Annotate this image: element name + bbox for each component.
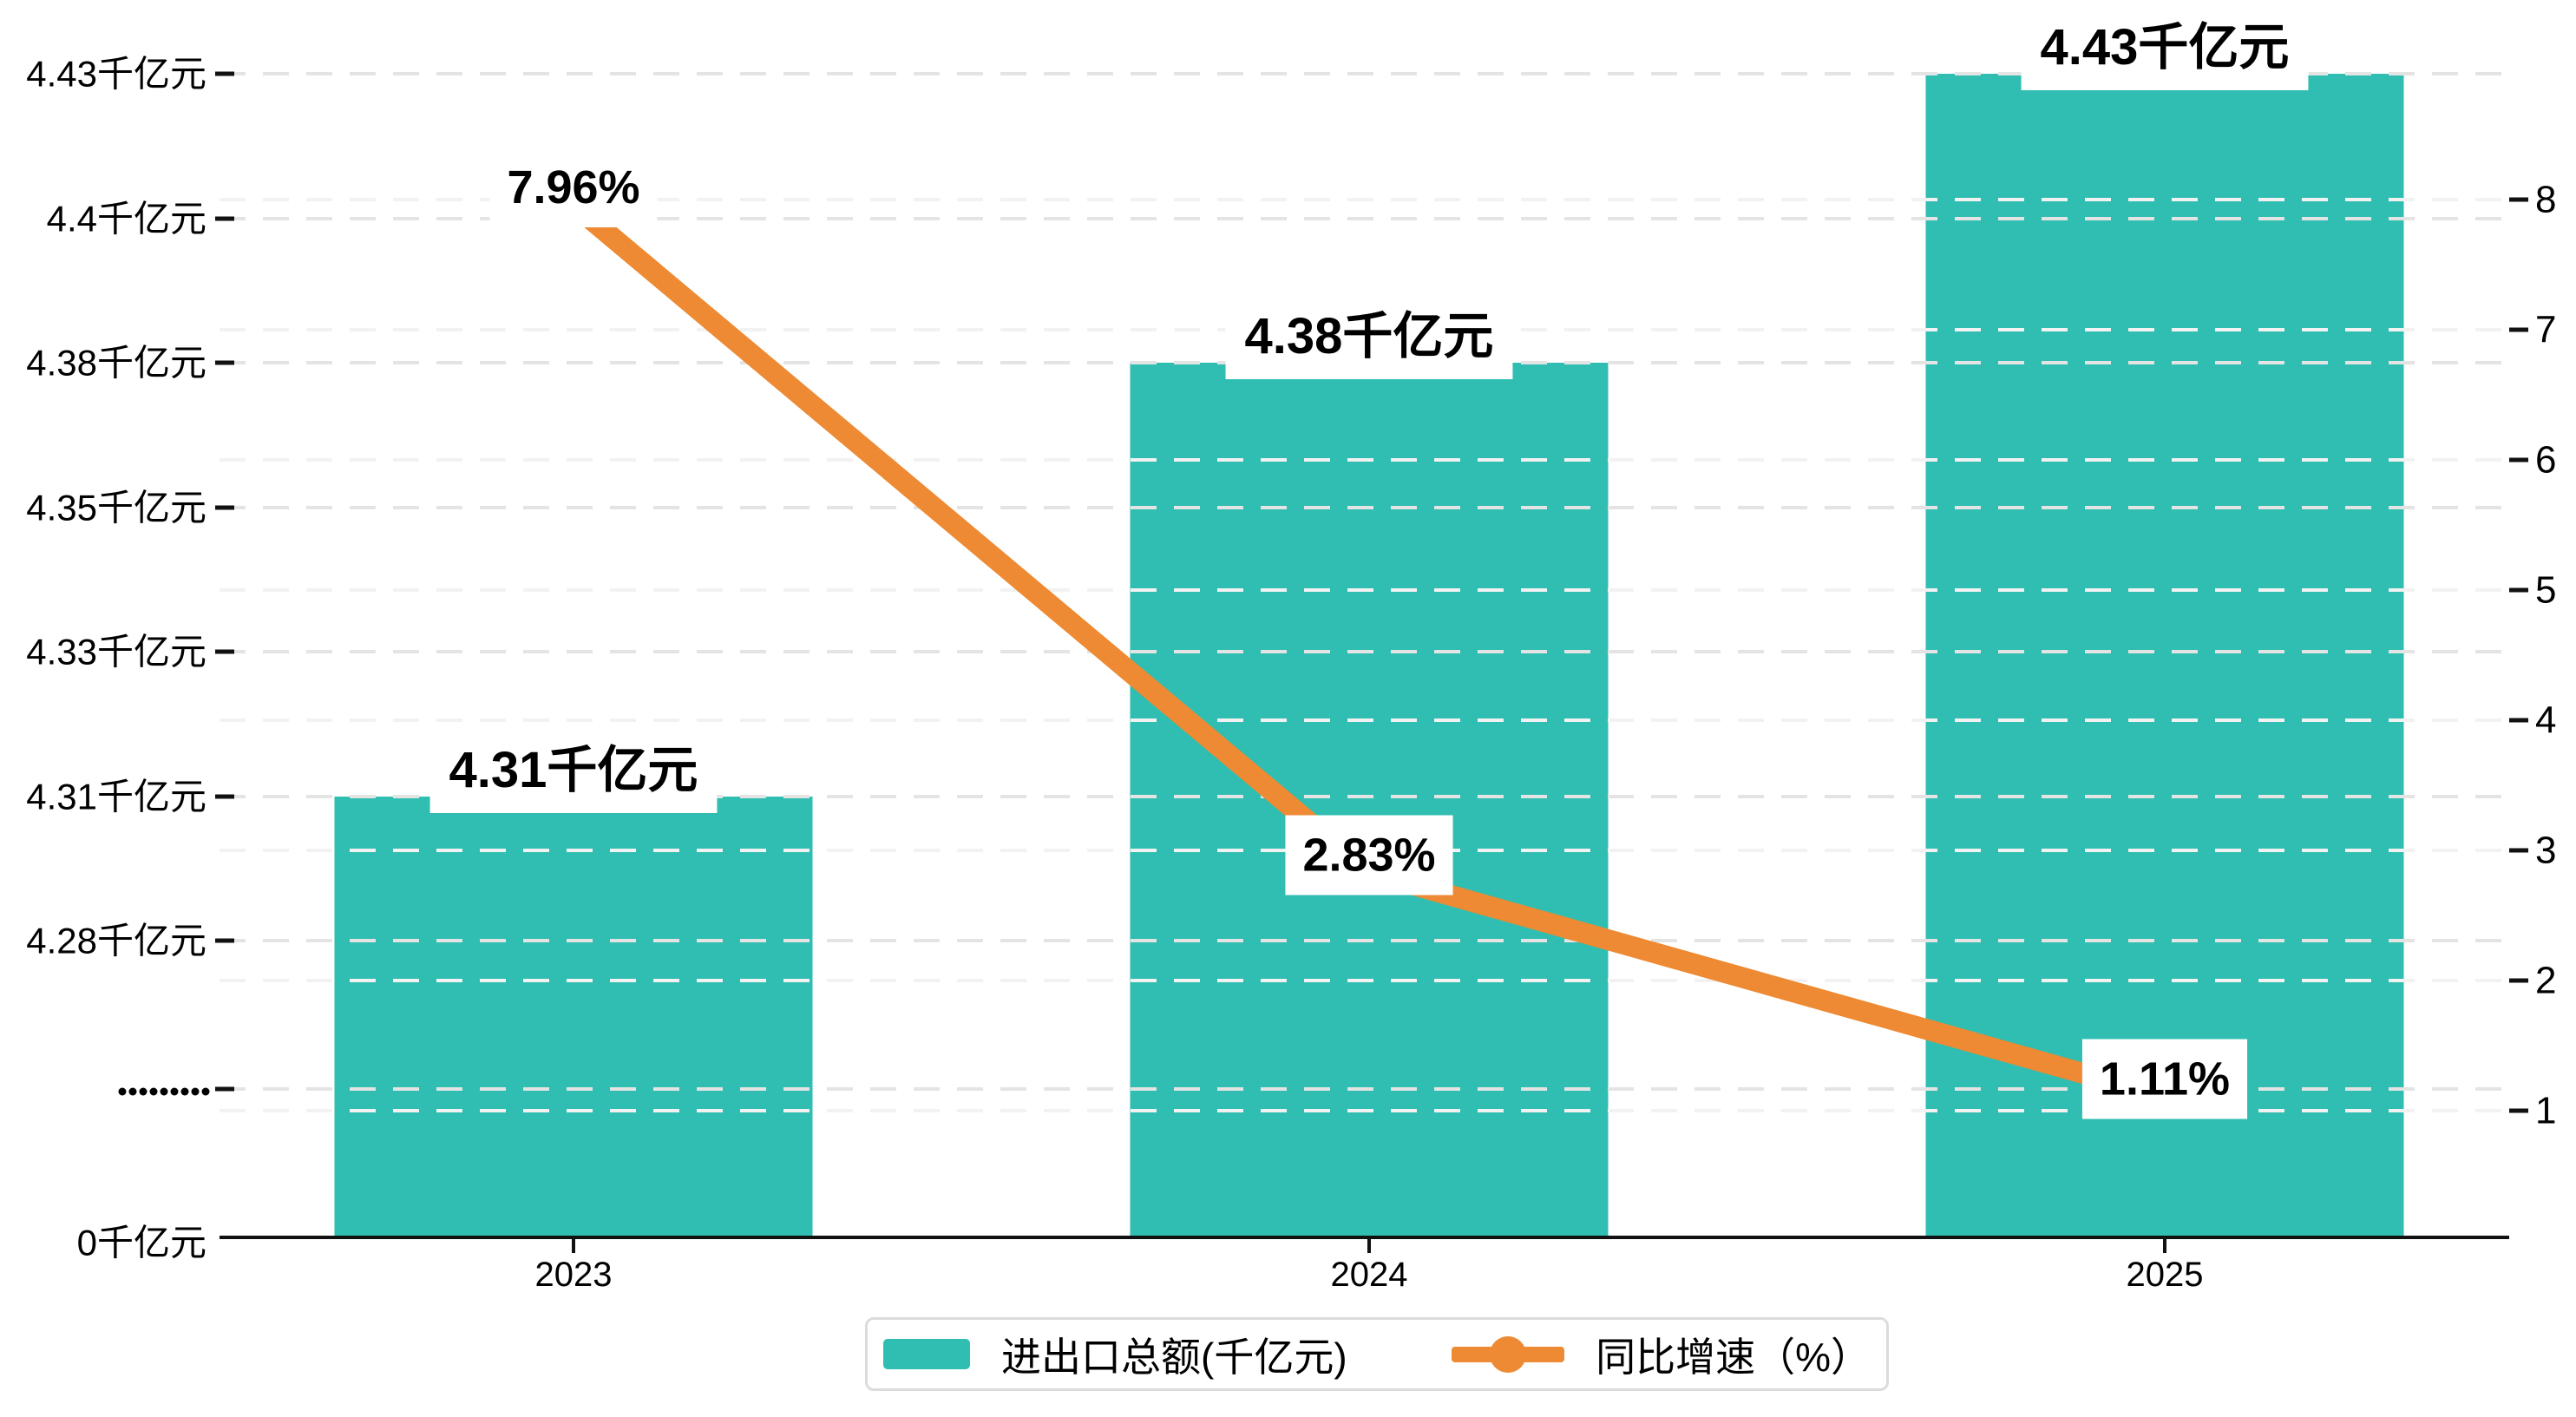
axis-break-dots <box>118 1087 127 1096</box>
y-axis-label-right: 6 <box>2535 439 2556 482</box>
y-axis-label-left: 4.28千亿元 <box>26 921 206 961</box>
bar-2024[interactable] <box>1130 363 1609 1237</box>
line-marker-dot <box>1490 1335 1527 1373</box>
y-axis-label-right: 8 <box>2535 179 2556 221</box>
axis-break-dots <box>170 1087 179 1096</box>
y-axis-label-left: 4.33千亿元 <box>26 632 206 672</box>
y-axis-label-right: 3 <box>2535 830 2556 872</box>
labels-layer: 4.43千亿元 4.4千亿元 4.38千亿元 4.35千亿元 4.33千亿元 4.31千亿… <box>26 10 2556 1294</box>
bar-value-label: 4.43千亿元 <box>2041 19 2290 75</box>
x-axis-label-year: 2024 <box>1331 1256 1408 1294</box>
axis-break-dots <box>128 1087 137 1096</box>
bar-2023[interactable] <box>334 797 813 1237</box>
line-series-marker-icon <box>1452 1335 1565 1373</box>
bar-value-label-bg <box>2021 10 2309 90</box>
bar-value-label-bg <box>1225 298 1513 379</box>
line-value-label-bg <box>2081 1039 2248 1119</box>
line-value-label: 2.83% <box>1302 830 1435 882</box>
axis-break-dots <box>160 1087 168 1096</box>
y-axis-label-left: 4.31千亿元 <box>26 777 206 817</box>
line-value-label: 1.11% <box>2100 1053 2230 1105</box>
bar-value-label-bg <box>429 732 718 813</box>
y-axis-label-left: 4.4千亿元 <box>47 199 206 239</box>
y-axis-label-left: 4.38千亿元 <box>26 343 206 384</box>
legend-item-bar-series[interactable]: 进出口总额(千亿元) <box>883 1326 1347 1383</box>
axis-break-dots <box>139 1087 147 1096</box>
line-value-label-bg <box>489 148 658 227</box>
y-axis-label-right: 4 <box>2535 699 2556 742</box>
axis-break-dots <box>180 1087 189 1096</box>
legend: 进出口总额(千亿元) 同比增速（%） <box>865 1317 1889 1391</box>
legend-label-line-series: 同比增速（%） <box>1596 1334 1871 1380</box>
y-axis-label-left: 4.35千亿元 <box>26 488 206 528</box>
line-value-label: 7.96% <box>507 161 639 213</box>
axis-break-dots <box>201 1087 210 1096</box>
bar-value-label: 4.31千亿元 <box>449 742 698 798</box>
x-axis-label-year: 2025 <box>2127 1256 2204 1294</box>
axis-break-dots <box>149 1087 158 1096</box>
bar-value-label: 4.38千亿元 <box>1245 308 1494 364</box>
y-axis-label-right: 7 <box>2535 309 2556 351</box>
axis-break-dots <box>191 1087 200 1096</box>
legend-label-bar-series: 进出口总额(千亿元) <box>1001 1334 1347 1380</box>
y-axis-label-left: 4.43千亿元 <box>26 54 206 95</box>
line-value-label-bg <box>1285 815 1453 895</box>
y-axis-label-right: 1 <box>2535 1090 2556 1132</box>
bar-series-swatch-icon <box>883 1339 970 1369</box>
y-axis-label-right: 5 <box>2535 569 2556 612</box>
x-axis-label-year: 2023 <box>535 1256 613 1294</box>
y-axis-label-right: 2 <box>2535 960 2556 1002</box>
legend-item-line-series[interactable]: 同比增速（%） <box>1452 1326 1871 1383</box>
axes-layer <box>215 71 2528 1253</box>
y-axis-label-zero: 0千亿元 <box>77 1223 206 1263</box>
